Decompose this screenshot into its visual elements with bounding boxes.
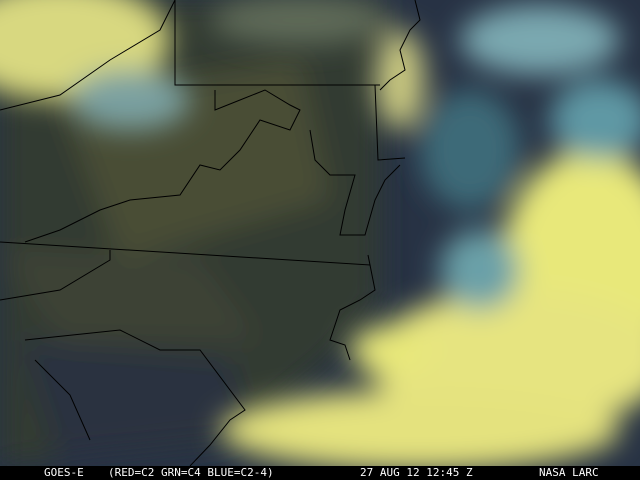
source-label: NASA LARC — [539, 466, 599, 479]
timestamp: 27 AUG 12 12:45 Z — [360, 466, 473, 479]
state-borders — [0, 0, 421, 466]
satellite-image — [0, 0, 640, 466]
channel-description: (RED=C2 GRN=C4 BLUE=C2-4) — [108, 466, 274, 479]
cloud-cover — [0, 0, 640, 466]
satellite-name: GOES-E — [44, 466, 84, 479]
image-caption-bar: GOES-E (RED=C2 GRN=C4 BLUE=C2-4) 27 AUG … — [0, 466, 640, 480]
